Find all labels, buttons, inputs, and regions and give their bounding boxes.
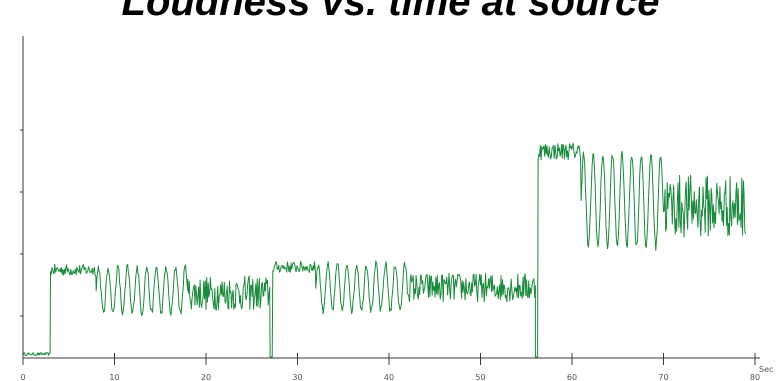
x-tick-label: 30 xyxy=(292,373,302,381)
x-tick-label: 20 xyxy=(201,373,211,381)
x-tick-label: 0 xyxy=(20,373,25,381)
x-tick-label: 80 xyxy=(750,373,760,381)
x-tick-label: 70 xyxy=(658,373,668,381)
x-tick-label: 10 xyxy=(109,373,119,381)
x-tick-label: 50 xyxy=(475,373,485,381)
x-unit-label: Sec xyxy=(759,365,773,374)
x-tick-label: 40 xyxy=(384,373,394,381)
chart-title: Loudness vs. time at source xyxy=(121,0,660,24)
loudness-series-line xyxy=(22,142,746,358)
x-tick-label: 60 xyxy=(567,373,577,381)
signal-layer xyxy=(22,142,746,358)
